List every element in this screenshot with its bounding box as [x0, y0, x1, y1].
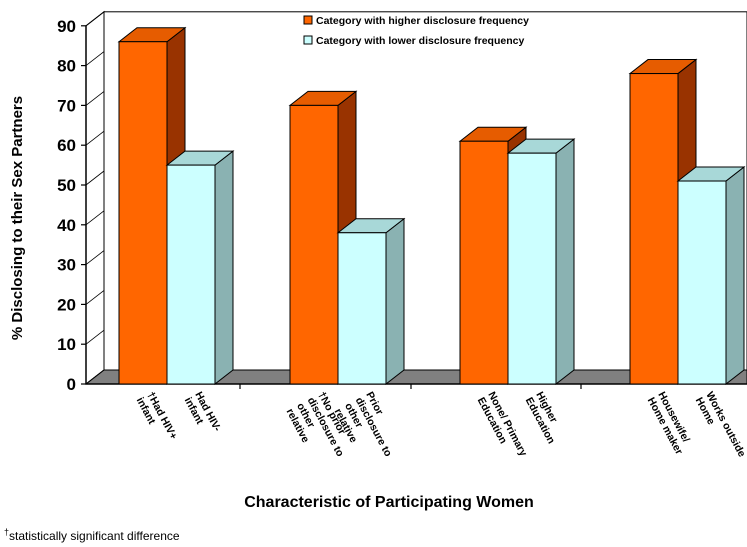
- y-tick-label: 80: [57, 57, 76, 76]
- bar-lower-disclosure: [336, 217, 406, 386]
- y-tick-label: 70: [57, 96, 76, 115]
- bar-higher-disclosure: [117, 26, 187, 386]
- footnote: †statistically significant difference: [4, 527, 180, 543]
- legend: Category with higher disclosure frequenc…: [303, 15, 529, 47]
- x-tick-label: †Had HIV+infant: [134, 390, 180, 447]
- y-tick-label: 60: [57, 136, 76, 155]
- legend-label: Category with higher disclosure frequenc…: [316, 15, 529, 27]
- y-tick-label: 10: [57, 335, 76, 354]
- x-tick-labels: †Had HIV+infant Had HIV-infant †No priordi…: [134, 390, 747, 470]
- footnote-text: statistically significant difference: [9, 529, 180, 543]
- y-tick-labels: 0 10 20 30 40 50 60 70 80 90: [57, 17, 76, 394]
- y-axis-title: % Disclosing to their Sex Partners: [9, 96, 26, 340]
- bar-lower-disclosure: [165, 150, 235, 386]
- x-tick-label: HigherEducation: [523, 390, 568, 446]
- legend-swatch: [303, 15, 313, 25]
- bar-lower-disclosure: [506, 138, 576, 386]
- y-tick-label: 40: [57, 216, 76, 235]
- x-tick-label: Works outsideHome: [693, 390, 747, 465]
- legend-swatch: [303, 35, 313, 45]
- y-tick-label: 20: [57, 295, 76, 314]
- bar-lower-disclosure: [676, 165, 746, 386]
- x-tick-label: Priordisclosure tootherrelative: [332, 390, 405, 470]
- footnote-mark: †: [4, 527, 10, 537]
- x-axis-title: Characteristic of Participating Women: [244, 494, 534, 511]
- y-tick-label: 50: [57, 176, 76, 195]
- bars: [117, 26, 746, 386]
- y-tick-label: 90: [57, 17, 76, 36]
- x-tick-label: Had HIV-infant: [182, 390, 224, 440]
- legend-label: Category with lower disclosure frequency: [316, 35, 524, 47]
- y-tick-label: 0: [67, 375, 76, 394]
- x-tick-label: None/ PrimaryEducation: [475, 390, 530, 464]
- x-tick-label: Housewife/Home maker: [645, 390, 696, 457]
- y-tick-label: 30: [57, 256, 76, 275]
